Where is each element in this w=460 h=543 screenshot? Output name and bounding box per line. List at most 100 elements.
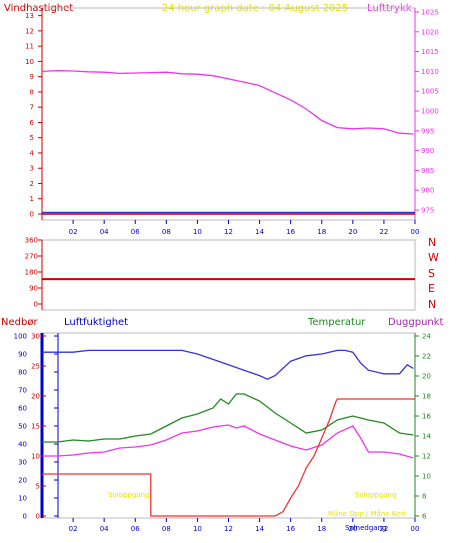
humidity-tick-label: 20 xyxy=(18,477,27,485)
temperature-series-line xyxy=(42,393,414,443)
bottom-x-tick-label: 08 xyxy=(162,525,171,533)
top-x-tick-label: 16 xyxy=(286,228,295,236)
direction-label-e: E xyxy=(428,282,435,295)
bottom-x-tick-label: 10 xyxy=(193,525,202,533)
top-x-tick-label: 00 xyxy=(411,228,420,236)
top-x-tick-label: 18 xyxy=(317,228,326,236)
wind-tick-label: 13 xyxy=(25,12,34,20)
rain-tick-label: 10 xyxy=(31,453,40,461)
humidity-tick-label: 30 xyxy=(18,459,27,467)
direction-tick-label: 360 xyxy=(25,237,38,245)
precipitation-series-line xyxy=(42,398,415,517)
sunrise-annotation-right: Soloppgang xyxy=(355,491,396,499)
humidity-tick-label: 80 xyxy=(18,369,27,377)
temperature-tick-label: 14 xyxy=(422,433,431,441)
temperature-tick-label: 12 xyxy=(422,453,431,461)
top-x-tick-label: 08 xyxy=(162,228,171,236)
pressure-tick-label: 980 xyxy=(421,187,434,195)
rain-tick-label: 15 xyxy=(31,423,40,431)
wind-tick-label: 6 xyxy=(30,119,35,127)
moon-annotation: Måne Opp / Måne Ned xyxy=(328,509,406,518)
wind-tick-label: 12 xyxy=(25,27,34,35)
precipitation-label: Nedbør xyxy=(1,317,38,328)
humidity-series-line xyxy=(42,349,414,380)
humidity-tick-label: 90 xyxy=(18,351,27,359)
direction-tick-label: 90 xyxy=(29,285,38,293)
temperature-tick-label: 20 xyxy=(422,373,431,381)
humidity-tick-label: 100 xyxy=(14,333,27,341)
pressure-tick-label: 1020 xyxy=(421,28,439,36)
rain-tick-label: 0 xyxy=(36,513,40,521)
direction-tick-label: 270 xyxy=(25,253,38,261)
humidity-tick-label: 40 xyxy=(18,441,27,449)
top-x-tick-label: 02 xyxy=(69,228,78,236)
humidity-label: Luftfuktighet xyxy=(64,317,128,328)
temperature-tick-label: 6 xyxy=(422,513,427,521)
humidity-tick-label: 70 xyxy=(18,387,27,395)
pressure-tick-label: 1010 xyxy=(421,68,439,76)
humidity-tick-label: 50 xyxy=(18,423,27,431)
bottom-x-tick-label: 16 xyxy=(286,525,295,533)
wind-speed-label: Vindhastighet xyxy=(4,3,73,14)
top-x-tick-label: 20 xyxy=(348,228,357,236)
bottom-x-tick-label: 02 xyxy=(69,525,78,533)
wind-tick-label: 3 xyxy=(30,165,34,173)
top-x-tick-label: 06 xyxy=(131,228,140,236)
rain-tick-label: 5 xyxy=(36,483,40,491)
temperature-tick-label: 16 xyxy=(422,413,431,421)
bottom-x-tick-label: 06 xyxy=(131,525,140,533)
bottom-x-tick-label: 12 xyxy=(224,525,233,533)
direction-tick-label: 0 xyxy=(34,301,38,309)
wind-tick-label: 1 xyxy=(30,195,34,203)
pressure-tick-label: 1015 xyxy=(421,48,439,56)
bottom-x-tick-label: 20 xyxy=(348,525,357,533)
pressure-tick-label: 1000 xyxy=(421,108,439,116)
bottom-x-tick-label: 22 xyxy=(379,525,388,533)
temperature-tick-label: 22 xyxy=(422,353,431,361)
rain-tick-label: 20 xyxy=(31,393,40,401)
top-x-tick-label: 12 xyxy=(224,228,233,236)
direction-label-n-bottom: N xyxy=(428,298,436,311)
bottom-x-tick-label: 00 xyxy=(411,525,420,533)
wind-tick-label: 10 xyxy=(25,58,34,66)
direction-tick-label: 180 xyxy=(25,269,38,277)
humidity-tick-label: 10 xyxy=(18,495,27,503)
top-x-tick-label: 14 xyxy=(255,228,264,236)
humidity-tick-label: 0 xyxy=(23,513,27,521)
direction-label-n-top: N xyxy=(428,236,436,249)
top-x-tick-label: 10 xyxy=(193,228,202,236)
bottom-x-tick-label: 14 xyxy=(255,525,264,533)
wind-tick-label: 5 xyxy=(30,134,34,142)
temperature-tick-label: 24 xyxy=(422,333,431,341)
temperature-label: Temperatur xyxy=(307,317,366,328)
pressure-series-line xyxy=(41,69,414,135)
sunrise-annotation-left: Soloppgang xyxy=(108,491,149,499)
dewpoint-series-line xyxy=(42,424,414,459)
direction-label-w: W xyxy=(428,251,439,264)
pressure-tick-label: 1025 xyxy=(421,8,439,16)
rain-tick-label: 25 xyxy=(31,363,40,371)
wind-tick-label: 9 xyxy=(30,73,34,81)
wind-tick-label: 7 xyxy=(30,104,34,112)
bottom-x-tick-label: 04 xyxy=(100,525,109,533)
pressure-tick-label: 1005 xyxy=(421,88,439,96)
pressure-tick-label: 985 xyxy=(421,167,434,175)
pressure-tick-label: 995 xyxy=(421,127,434,135)
temperature-tick-label: 8 xyxy=(422,493,426,501)
bottom-x-tick-label: 18 xyxy=(317,525,326,533)
top-x-tick-label: 04 xyxy=(100,228,109,236)
wind-tick-label: 11 xyxy=(25,43,34,51)
axis-ticks: 0123456789101112139759809859909951000100… xyxy=(14,8,439,533)
pressure-tick-label: 990 xyxy=(421,147,434,155)
direction-label-s: S xyxy=(428,267,435,280)
wind-tick-label: 8 xyxy=(30,88,34,96)
direction-labels: N W S E N xyxy=(428,236,439,311)
top-x-tick-label: 22 xyxy=(379,228,388,236)
pressure-tick-label: 975 xyxy=(421,207,434,215)
rain-tick-label: 30 xyxy=(31,333,40,341)
wind-tick-label: 2 xyxy=(30,180,34,188)
data-series xyxy=(41,69,415,517)
